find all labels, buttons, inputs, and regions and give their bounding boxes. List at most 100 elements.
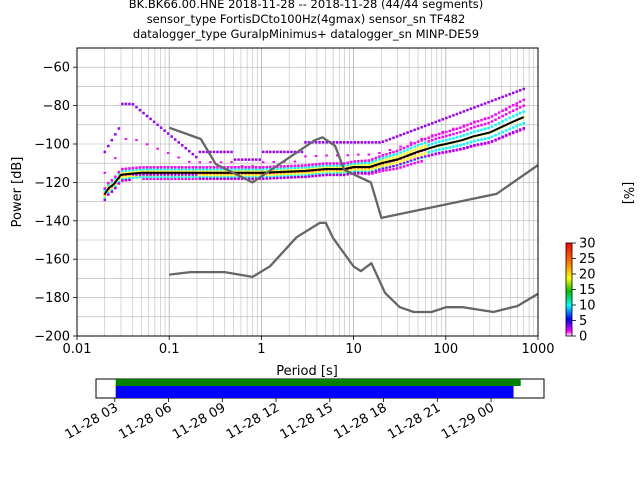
density-cell xyxy=(159,166,163,169)
density-cell xyxy=(490,125,494,128)
density-cell xyxy=(258,167,261,171)
density-cell xyxy=(438,148,441,151)
density-cell xyxy=(328,164,332,167)
density-cell xyxy=(402,165,406,168)
density-cell xyxy=(181,175,184,179)
density-cell-low xyxy=(230,177,233,180)
density-cell xyxy=(420,160,423,163)
density-cell xyxy=(473,139,476,143)
density-cell-low xyxy=(117,182,121,185)
density-cell-sparse xyxy=(177,156,180,159)
density-cell xyxy=(307,163,311,167)
density-cell xyxy=(181,166,184,169)
density-cell xyxy=(279,165,283,168)
density-cell-sparse xyxy=(166,152,170,155)
density-cell xyxy=(452,132,455,136)
density-cell-low xyxy=(212,177,216,180)
density-cell xyxy=(311,165,314,168)
density-cell-low xyxy=(367,171,371,174)
density-cell xyxy=(131,176,135,179)
density-cell-low xyxy=(473,143,476,146)
density-cell xyxy=(504,107,508,111)
density-cell-low xyxy=(374,169,378,172)
density-cell xyxy=(166,167,170,171)
density-cell xyxy=(212,173,216,177)
density-cell xyxy=(209,167,212,171)
density-cell-low xyxy=(251,177,254,180)
density-cell xyxy=(427,136,430,140)
density-cell-outlier xyxy=(438,119,441,122)
y-axis-label: Power [dB] xyxy=(10,157,25,228)
density-cell xyxy=(184,177,188,181)
density-cell xyxy=(142,177,145,181)
density-cell xyxy=(342,164,346,167)
density-cell xyxy=(244,175,247,179)
density-cell xyxy=(508,111,511,114)
density-cell xyxy=(240,169,244,173)
colorbar-tick-label: 30 xyxy=(579,237,596,252)
density-cell xyxy=(191,175,195,179)
density-cell-sparse xyxy=(399,145,402,148)
density-cell xyxy=(265,169,269,173)
density-cell xyxy=(276,169,279,172)
density-cell xyxy=(480,123,483,127)
density-cell xyxy=(258,166,261,169)
density-cell xyxy=(170,169,173,173)
density-cell xyxy=(434,133,438,137)
density-cell xyxy=(297,164,300,167)
density-cell xyxy=(445,134,448,138)
title-line-1: BK.BK66.00.HNE 2018-11-28 -- 2018-11-28 … xyxy=(128,0,484,11)
density-cell-low xyxy=(311,174,314,177)
density-cell xyxy=(350,168,353,171)
density-cell xyxy=(353,167,357,171)
density-cell-low xyxy=(455,148,459,151)
density-cell-low xyxy=(357,171,360,174)
density-cell xyxy=(163,169,166,173)
density-cell xyxy=(205,169,209,173)
density-cell-outlier xyxy=(346,141,349,144)
density-cell xyxy=(195,167,198,171)
density-cell xyxy=(124,169,128,172)
density-cell-outlier xyxy=(462,110,466,113)
density-cell-low xyxy=(441,151,445,154)
density-cell xyxy=(374,166,378,169)
density-cell xyxy=(392,162,395,165)
density-cell xyxy=(216,169,219,173)
series-line-median-probability-track xyxy=(103,116,525,195)
coverage-tick-label: 11-28 18 xyxy=(331,400,389,442)
density-cell xyxy=(518,123,522,126)
density-cell xyxy=(311,171,314,174)
density-cell xyxy=(413,161,416,165)
density-cell xyxy=(205,173,209,177)
density-cell-low xyxy=(237,177,240,180)
density-cell-low xyxy=(430,153,434,156)
density-cell xyxy=(515,113,518,116)
density-cell xyxy=(328,171,332,175)
density-cell xyxy=(371,167,374,171)
density-cell-outlier xyxy=(466,108,469,112)
density-cell xyxy=(416,160,420,164)
density-cell-outlier xyxy=(476,104,480,108)
density-cell xyxy=(455,127,459,131)
density-cell xyxy=(476,129,480,133)
density-cell xyxy=(364,161,367,165)
density-cell xyxy=(149,167,152,171)
y-axis-ticks: −200 −180 −160 −140 −120 −100 −80 −60 xyxy=(34,61,77,345)
density-cell-outlier xyxy=(110,138,114,142)
density-cell-low xyxy=(487,141,490,144)
density-cell xyxy=(402,152,406,156)
density-cell xyxy=(487,116,490,120)
density-cell xyxy=(173,169,177,173)
density-cell xyxy=(209,166,212,169)
density-cell xyxy=(353,169,357,173)
density-cell-outlier xyxy=(342,141,346,144)
density-cell xyxy=(265,165,269,169)
density-cell xyxy=(142,175,145,179)
density-cell xyxy=(399,148,402,151)
density-cell-sparse xyxy=(325,154,328,157)
density-cell-outlier xyxy=(251,158,254,161)
density-cell xyxy=(293,168,297,171)
density-cell-low xyxy=(445,150,448,153)
density-cell-outlier xyxy=(293,150,297,154)
